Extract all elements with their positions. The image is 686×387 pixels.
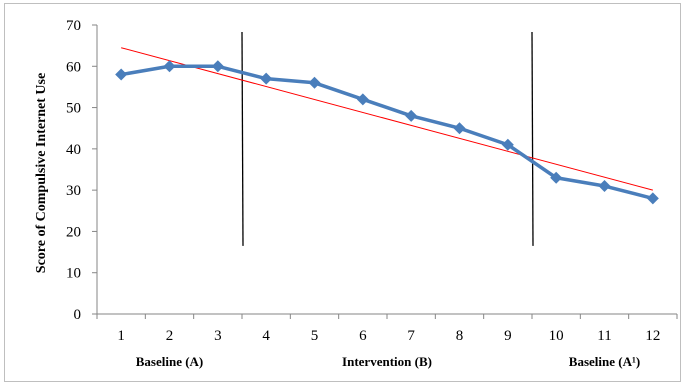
x-tick-label: 7 bbox=[407, 328, 415, 344]
y-axis-title: Score of Compulsive Internet Use bbox=[34, 73, 49, 273]
series-group bbox=[115, 60, 659, 205]
data-point bbox=[646, 192, 659, 205]
series-line bbox=[120, 64, 654, 201]
y-tick-label: 70 bbox=[66, 18, 81, 34]
phase-labels: Baseline (A) Intervention (B) Baseline (A¹… bbox=[136, 354, 640, 369]
data-point bbox=[405, 109, 418, 122]
x-tick-label: 5 bbox=[311, 328, 319, 344]
data-point bbox=[211, 60, 224, 73]
data-point bbox=[115, 68, 128, 81]
x-tick-label: 11 bbox=[597, 328, 611, 344]
y-tick-label: 10 bbox=[66, 266, 81, 282]
x-ticks: 1 2 3 4 5 6 7 8 9 10 11 12 bbox=[96, 314, 678, 344]
data-point bbox=[308, 76, 321, 89]
y-tick-label: 60 bbox=[66, 59, 81, 75]
y-ticks: 0 10 20 30 40 50 60 70 bbox=[66, 18, 97, 323]
x-tick-label: 12 bbox=[645, 328, 660, 344]
data-point bbox=[260, 72, 273, 85]
x-tick-label: 9 bbox=[504, 328, 512, 344]
y-tick-label: 20 bbox=[66, 224, 81, 240]
chart-frame bbox=[4, 3, 681, 382]
data-point bbox=[501, 138, 514, 151]
x-tick-label: 4 bbox=[262, 328, 270, 344]
phase-dividers bbox=[241, 31, 534, 246]
phase-label: Intervention (B) bbox=[342, 354, 432, 369]
y-tick-label: 30 bbox=[66, 183, 81, 199]
x-tick-label: 3 bbox=[214, 328, 222, 344]
x-tick-label: 8 bbox=[456, 328, 464, 344]
x-tick-label: 2 bbox=[166, 328, 174, 344]
x-tick-label: 1 bbox=[117, 328, 125, 344]
trendline-group bbox=[121, 47, 653, 191]
trendline bbox=[121, 47, 653, 191]
x-tick-label: 6 bbox=[359, 328, 367, 344]
y-tick-label: 0 bbox=[74, 307, 82, 323]
phase-label: Baseline (A) bbox=[136, 354, 204, 369]
y-tick-label: 40 bbox=[66, 142, 81, 158]
phase-label: Baseline (A¹) bbox=[569, 354, 640, 369]
y-tick-label: 50 bbox=[66, 101, 81, 117]
x-tick-label: 10 bbox=[549, 328, 564, 344]
data-point bbox=[356, 93, 369, 106]
phase-divider bbox=[531, 31, 534, 246]
data-point bbox=[598, 180, 611, 193]
data-point bbox=[163, 60, 176, 73]
data-point bbox=[550, 171, 563, 184]
phase-divider bbox=[241, 31, 244, 246]
data-point bbox=[453, 122, 466, 135]
